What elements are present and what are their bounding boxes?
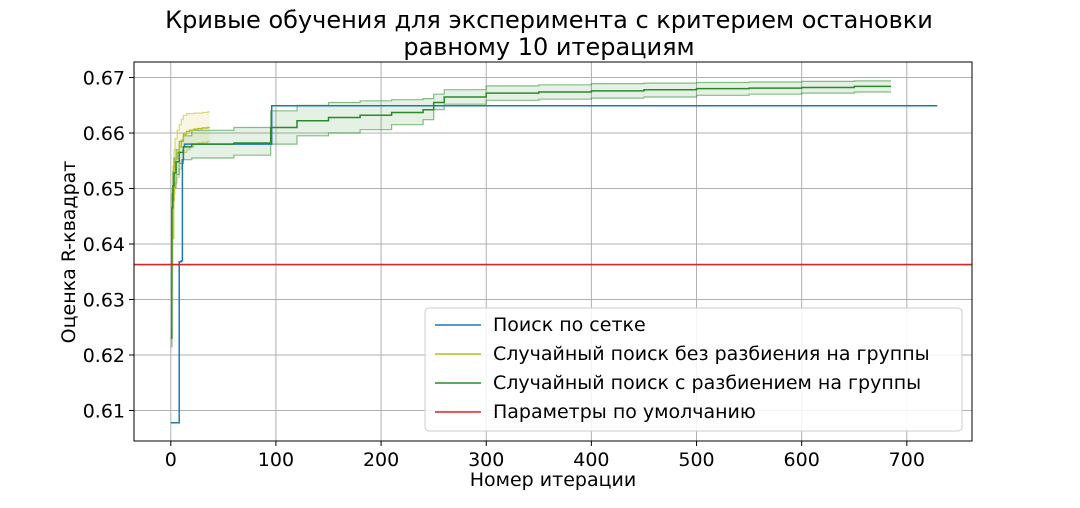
legend-label-default-params: Параметры по умолчанию [493, 401, 756, 423]
legend-label-grid-search: Поиск по сетке [493, 314, 646, 336]
confidence-bands [170, 80, 892, 348]
legend-label-random-no-groups: Случайный поиск без разбиения на группы [493, 343, 930, 365]
y-tick-label: 0.63 [83, 289, 125, 311]
y-tick-label: 0.65 [83, 179, 125, 201]
series-2-lower [170, 91, 891, 348]
series-2-upper [170, 80, 891, 331]
x-tick-label: 500 [678, 449, 714, 471]
y-tick-label: 0.67 [83, 68, 125, 90]
x-tick-label: 0 [165, 449, 177, 471]
y-axis-label: Оценка R-квадрат [58, 161, 80, 344]
y-axis-ticks: 0.61 0.62 0.63 0.64 0.65 0.66 0.67 [83, 68, 134, 422]
x-tick-label: 100 [258, 449, 294, 471]
legend: Поиск по сетке Случайный поиск без разби… [424, 307, 963, 432]
series-lines [134, 85, 972, 424]
x-tick-label: 300 [468, 449, 504, 471]
y-tick-label: 0.66 [83, 123, 125, 145]
x-axis-ticks: 0 100 200 300 400 500 600 700 [165, 441, 925, 471]
x-tick-label: 400 [573, 449, 609, 471]
series-2-line [170, 85, 891, 340]
y-tick-label: 0.64 [83, 234, 125, 256]
series-1-band [170, 111, 210, 314]
x-tick-label: 700 [889, 449, 925, 471]
series-0-line [170, 105, 938, 424]
x-tick-label: 600 [784, 449, 820, 471]
y-tick-label: 0.61 [83, 400, 125, 422]
legend-box [424, 307, 963, 432]
x-axis-label: Номер итерации [470, 469, 636, 491]
legend-label-random-groups: Случайный поиск с разбиением на группы [493, 372, 921, 394]
plot-frame [133, 61, 973, 442]
y-tick-label: 0.62 [83, 345, 125, 367]
x-tick-label: 200 [363, 449, 399, 471]
series-1-line [170, 126, 210, 292]
chart-title-line-2: равному 10 итерациям [403, 33, 694, 61]
chart-title-line-1: Кривые обучения для эксперимента с крите… [165, 6, 933, 34]
